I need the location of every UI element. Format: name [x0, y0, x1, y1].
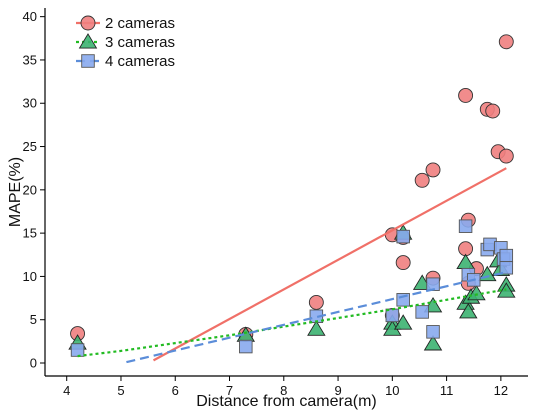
legend: 2 cameras 3 cameras 4 cameras	[76, 15, 175, 70]
x-tick-label: 12	[494, 383, 508, 398]
y-tick-label: 10	[23, 269, 37, 284]
data-point-square	[426, 325, 440, 339]
legend-label: 3 cameras	[105, 34, 175, 51]
plot-area	[68, 34, 516, 364]
x-tick-label: 11	[440, 383, 454, 398]
data-point-triangle	[459, 303, 478, 319]
x-tick-label: 8	[280, 383, 287, 398]
y-tick-label: 40	[23, 9, 37, 24]
y-tick-label: 35	[23, 52, 37, 67]
y-axis-label: MAPE(%)	[7, 157, 24, 227]
data-point-square	[70, 343, 85, 357]
y-tick-label: 0	[30, 356, 37, 371]
data-point-circle	[425, 162, 441, 178]
data-point-square	[239, 339, 253, 354]
legend-marker-circle	[80, 15, 96, 31]
x-tick-label: 4	[63, 383, 70, 398]
y-tick-label: 15	[23, 226, 37, 241]
data-point-circle	[498, 34, 514, 50]
trend-line-square	[126, 271, 507, 364]
data-point-circle	[395, 255, 411, 271]
trend-line-circle	[152, 167, 507, 362]
trend-line-triangle	[77, 288, 507, 358]
y-tick-label: 20	[23, 182, 37, 197]
legend-marker-square	[81, 54, 95, 68]
x-tick-label: 9	[334, 383, 341, 398]
data-point-square	[396, 229, 410, 244]
legend-marker-triangle	[78, 33, 98, 49]
legend-label: 2 cameras	[105, 15, 175, 32]
x-tick-label: 6	[172, 383, 179, 398]
data-point-circle	[485, 103, 501, 119]
x-tick-label: 10	[385, 383, 399, 398]
x-tick-label: 7	[226, 383, 233, 398]
y-tick-label: 30	[23, 96, 37, 111]
data-point-triangle	[307, 320, 326, 336]
data-point-triangle	[423, 335, 443, 351]
y-tick-label: 5	[30, 312, 37, 327]
data-point-circle	[458, 241, 474, 257]
data-point-square	[499, 261, 514, 275]
data-point-square	[415, 305, 429, 319]
axes: 4 5 6 7 8 9 10 11 12 0 5 10 15 20 25 30 35 40	[23, 8, 528, 398]
y-tick-label: 25	[23, 139, 37, 154]
data-point-square	[499, 248, 514, 263]
data-point-circle	[458, 88, 474, 103]
x-tick-label: 5	[117, 383, 124, 398]
data-point-circle	[308, 294, 324, 310]
data-point-triangle	[467, 284, 486, 301]
data-point-triangle	[393, 314, 413, 330]
data-point-circle	[414, 172, 430, 188]
data-point-square	[458, 219, 473, 233]
legend-label: 4 cameras	[105, 53, 175, 70]
x-axis-label: Distance from camera(m)	[196, 393, 376, 410]
data-point-circle	[498, 148, 514, 164]
